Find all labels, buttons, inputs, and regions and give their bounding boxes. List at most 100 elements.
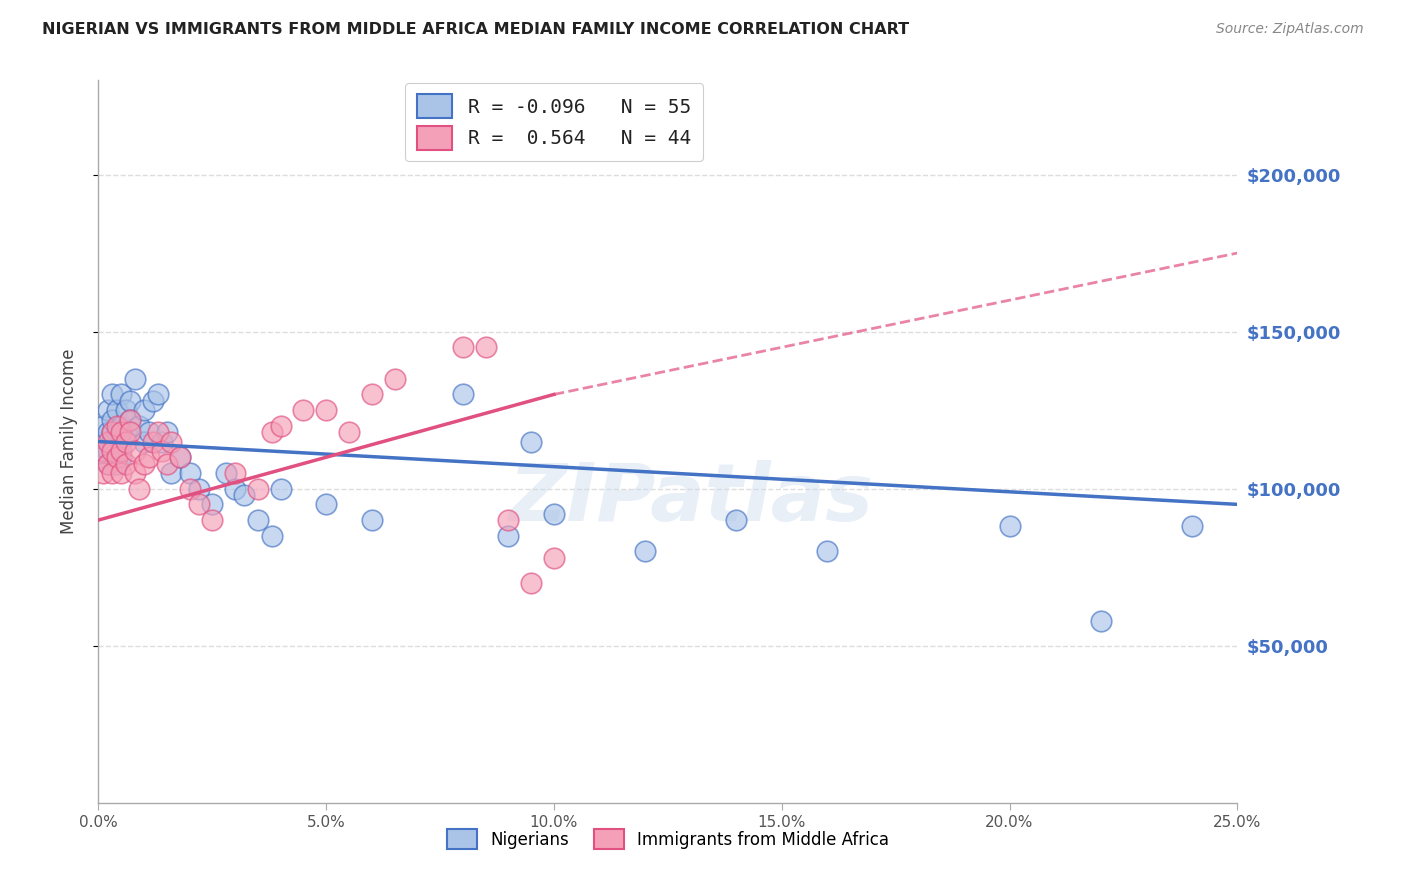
Point xyxy=(337,425,360,439)
Point xyxy=(105,425,128,439)
Point xyxy=(128,482,150,496)
Point xyxy=(146,387,169,401)
Point xyxy=(634,544,657,558)
Point xyxy=(114,434,136,449)
Point xyxy=(128,418,150,433)
Point xyxy=(105,403,128,417)
Text: NIGERIAN VS IMMIGRANTS FROM MIDDLE AFRICA MEDIAN FAMILY INCOME CORRELATION CHART: NIGERIAN VS IMMIGRANTS FROM MIDDLE AFRIC… xyxy=(42,22,910,37)
Point xyxy=(451,387,474,401)
Point xyxy=(138,450,160,465)
Point xyxy=(101,425,124,439)
Y-axis label: Median Family Income: Median Family Income xyxy=(59,349,77,534)
Point xyxy=(1181,519,1204,533)
Point xyxy=(187,482,209,496)
Point xyxy=(146,425,169,439)
Point xyxy=(132,457,155,471)
Point xyxy=(96,457,118,471)
Point xyxy=(120,393,142,408)
Point xyxy=(270,418,292,433)
Point xyxy=(124,466,146,480)
Point xyxy=(142,393,165,408)
Point xyxy=(96,403,118,417)
Point xyxy=(101,412,124,426)
Point xyxy=(142,434,165,449)
Point xyxy=(96,444,118,458)
Text: ZIPatlas: ZIPatlas xyxy=(508,460,873,539)
Point xyxy=(105,450,128,465)
Point xyxy=(110,466,132,480)
Point xyxy=(101,444,124,458)
Point xyxy=(110,387,132,401)
Point xyxy=(520,575,543,590)
Point xyxy=(233,488,256,502)
Point xyxy=(91,418,114,433)
Point xyxy=(201,513,224,527)
Point xyxy=(179,482,201,496)
Point xyxy=(138,425,160,439)
Point xyxy=(543,550,565,565)
Point xyxy=(91,450,114,465)
Point xyxy=(120,412,142,426)
Point xyxy=(105,418,128,433)
Point xyxy=(101,434,124,449)
Point xyxy=(270,482,292,496)
Point xyxy=(246,513,269,527)
Point xyxy=(110,444,132,458)
Point xyxy=(179,466,201,480)
Point xyxy=(384,372,406,386)
Point xyxy=(520,434,543,449)
Point xyxy=(105,444,128,458)
Point xyxy=(150,434,173,449)
Point xyxy=(315,497,337,511)
Point xyxy=(498,529,520,543)
Point xyxy=(132,434,155,449)
Point xyxy=(315,403,337,417)
Point xyxy=(91,444,114,458)
Point xyxy=(260,529,283,543)
Point xyxy=(451,340,474,354)
Point xyxy=(101,387,124,401)
Point xyxy=(360,513,382,527)
Point xyxy=(114,425,136,439)
Point xyxy=(91,434,114,449)
Point xyxy=(124,372,146,386)
Point xyxy=(725,513,748,527)
Point xyxy=(156,457,179,471)
Point xyxy=(201,497,224,511)
Point xyxy=(815,544,838,558)
Point xyxy=(132,403,155,417)
Point xyxy=(498,513,520,527)
Point xyxy=(260,425,283,439)
Point xyxy=(543,507,565,521)
Point xyxy=(120,412,142,426)
Point xyxy=(91,466,114,480)
Point xyxy=(160,434,183,449)
Point xyxy=(101,466,124,480)
Point xyxy=(360,387,382,401)
Point xyxy=(156,425,179,439)
Legend: Nigerians, Immigrants from Middle Africa: Nigerians, Immigrants from Middle Africa xyxy=(440,822,896,856)
Point xyxy=(120,425,142,439)
Point xyxy=(110,450,132,465)
Point xyxy=(114,403,136,417)
Point xyxy=(998,519,1021,533)
Point xyxy=(96,434,118,449)
Text: Source: ZipAtlas.com: Source: ZipAtlas.com xyxy=(1216,22,1364,37)
Point xyxy=(110,418,132,433)
Point xyxy=(246,482,269,496)
Point xyxy=(96,425,118,439)
Point xyxy=(1090,614,1112,628)
Point xyxy=(114,457,136,471)
Point xyxy=(215,466,238,480)
Point xyxy=(292,403,315,417)
Point xyxy=(474,340,496,354)
Point xyxy=(160,466,183,480)
Point xyxy=(224,466,246,480)
Point xyxy=(110,434,132,449)
Point xyxy=(105,457,128,471)
Point xyxy=(224,482,246,496)
Point xyxy=(101,425,124,439)
Point xyxy=(169,450,191,465)
Point xyxy=(124,444,146,458)
Point xyxy=(96,457,118,471)
